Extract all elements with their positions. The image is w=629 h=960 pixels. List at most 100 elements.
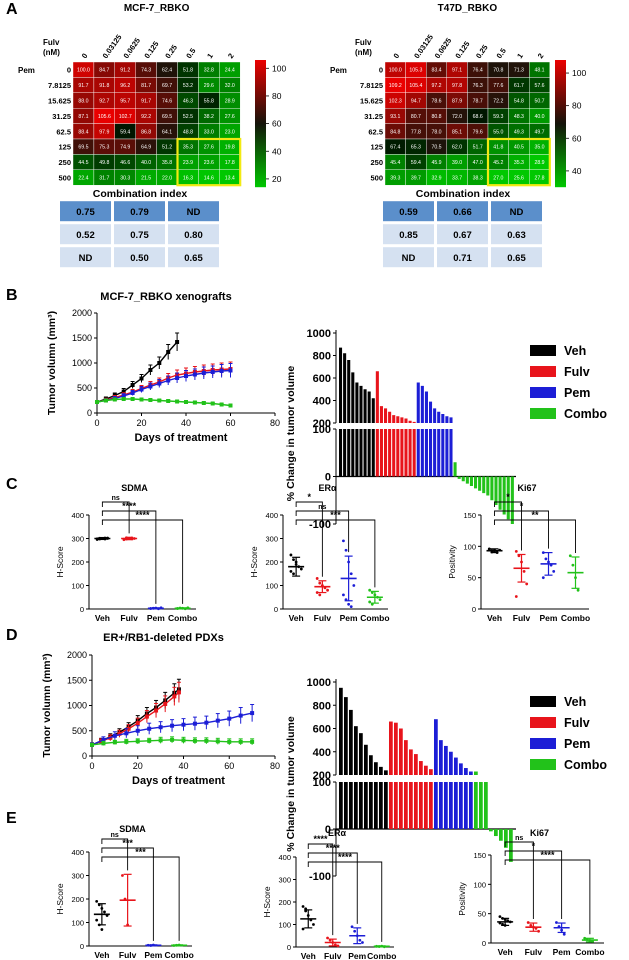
ci-cell	[168, 201, 219, 222]
heatmap-cell-value: 48.3	[514, 114, 524, 120]
colorbar-tick-label: 60	[272, 119, 282, 129]
category-label: Pem	[553, 947, 571, 957]
y-tick-label: 300	[278, 876, 291, 885]
heatmap-cell-value: 30.3	[120, 176, 130, 182]
pem-dose-label: 500	[370, 174, 383, 183]
fulv-dose-label: 0.25	[474, 43, 490, 60]
y-tick-label: 200	[313, 770, 331, 782]
heatmap-cell-value: 96.2	[120, 83, 130, 89]
waterfall-bar-pem	[464, 768, 468, 775]
chart-title: Ki67	[517, 483, 536, 493]
fulv-dose-label: 0	[392, 52, 402, 61]
waterfall-bar-fulv	[400, 429, 404, 477]
data-point	[250, 711, 255, 716]
significance-bracket	[101, 510, 157, 604]
heatmap-cell-value: 27.8	[534, 176, 544, 182]
y-tick-label: 600	[313, 724, 331, 736]
y-axis-label: Positivity	[457, 881, 467, 915]
significance-label: ****	[338, 852, 353, 862]
y-tick-label: 400	[313, 396, 331, 408]
waterfall-bar-veh	[369, 782, 373, 829]
heatmap-cell-value: 83.4	[431, 68, 441, 74]
significance-label: ****	[540, 850, 555, 860]
y-tick-label: 1000	[67, 701, 87, 711]
waterfall-bar-fulv	[400, 417, 404, 423]
waterfall-bar-fulv	[375, 371, 379, 423]
data-point	[139, 387, 144, 392]
waterfall-bar-veh	[351, 429, 355, 477]
waterfall-bar-veh	[347, 360, 351, 423]
waterfall-bar-combo	[502, 476, 506, 515]
heatmap-cell-value: 72.2	[493, 99, 503, 105]
x-tick-label: 60	[224, 761, 234, 771]
heatmap-cell-value: 91.7	[141, 99, 151, 105]
colorbar-tick-label: 100	[272, 63, 286, 73]
y-tick-label: 100	[71, 582, 84, 591]
heatmap-cell-value: 102.3	[389, 99, 402, 105]
data-point	[170, 723, 175, 728]
data-point	[562, 932, 566, 936]
waterfall-bar-fulv	[429, 782, 433, 829]
chart-e-sdma: SDMA 0 100 200 300 400 H-Score Veh Fulv Pem Combo n…	[55, 824, 194, 960]
heatmap-cell-value: 70.5	[431, 145, 441, 151]
legend-label: Combo	[564, 758, 607, 772]
heatmap-cell-value: 53.2	[183, 83, 193, 89]
waterfall-bar-pem	[424, 391, 428, 423]
waterfall-bar-fulv	[396, 416, 400, 423]
y-axis-label: H-Score	[55, 546, 65, 577]
waterfall-bar-combo	[453, 462, 457, 477]
y-tick-label: 600	[313, 373, 331, 385]
waterfall-bar-fulv	[419, 782, 423, 829]
y-tick-label: 400	[278, 853, 291, 862]
heatmap-cell-value: 49.3	[514, 129, 524, 135]
waterfall-bar-veh	[379, 782, 383, 829]
data-point	[201, 371, 206, 375]
waterfall-bar-combo	[499, 829, 503, 841]
data-point	[526, 921, 530, 924]
heatmap-cell-value: 39.3	[390, 176, 400, 182]
heatmap-cell-value: 70.8	[493, 68, 503, 74]
waterfall-bar-fulv	[392, 415, 396, 423]
ci-value: 0.52	[76, 230, 95, 241]
waterfall-bar-veh	[339, 429, 343, 477]
heatmap-cell-value: 24.4	[225, 68, 235, 74]
category-label: Combo	[561, 613, 590, 623]
data-point	[342, 593, 345, 597]
waterfall-bar-pem	[441, 414, 445, 423]
waterfall-bar-veh	[354, 726, 358, 775]
waterfall-bar-fulv	[404, 782, 408, 829]
category-label: Veh	[94, 950, 109, 960]
data-point	[172, 694, 177, 699]
pem-dose-label: 62.5	[56, 127, 71, 136]
y-tick-label: 50	[468, 574, 476, 583]
waterfall-bar-veh	[344, 782, 348, 829]
waterfall-bar-pem	[439, 782, 443, 829]
waterfall-bar-veh	[359, 782, 363, 829]
waterfall-bar-veh	[355, 429, 359, 477]
y-tick-label: 1000	[307, 677, 331, 689]
waterfall-bar-combo	[484, 782, 488, 829]
y-tick-label: 1000	[72, 358, 92, 368]
y-tick-label: 300	[71, 535, 84, 544]
data-point	[215, 718, 220, 723]
data-point	[326, 588, 329, 592]
waterfall-bar-pem	[420, 429, 424, 477]
y-tick-label: 500	[77, 383, 92, 393]
data-point	[289, 553, 293, 557]
heatmap-cell-value: 39.0	[452, 160, 462, 166]
waterfall-bar-pem	[454, 757, 458, 775]
waterfall-bar-veh	[351, 372, 355, 423]
y-tick-label: 0	[325, 824, 331, 836]
waterfall-bar-pem	[439, 740, 443, 775]
pem-dose-label: 125	[58, 143, 71, 152]
waterfall-bar-combo	[494, 476, 498, 505]
panel-letter-d: D	[6, 627, 18, 644]
waterfall-bar-fulv	[392, 429, 396, 477]
y-tick-label: 200	[278, 898, 291, 907]
x-tick-label: 60	[225, 418, 235, 428]
waterfall-bar-fulv	[424, 782, 428, 829]
heatmap-cell-value: 61.7	[514, 83, 524, 89]
y-tick-label: 1500	[67, 675, 87, 685]
